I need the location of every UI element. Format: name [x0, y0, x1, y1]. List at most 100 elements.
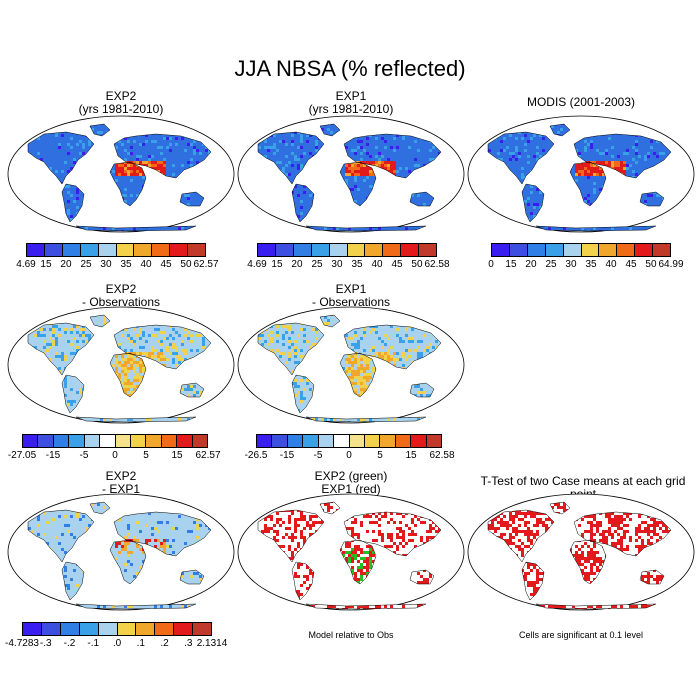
coastline [61, 183, 85, 223]
coastline [343, 133, 442, 179]
coastline [569, 161, 607, 207]
coastline [109, 161, 147, 207]
colorbar-swatch [492, 244, 510, 256]
colorbar-tick-label: 20 [525, 259, 537, 270]
colorbar-tick-label: 35 [351, 259, 363, 270]
colorbar-swatch [653, 244, 671, 256]
colorbar-tick-label: 62.58 [429, 450, 455, 461]
colorbar-tick-label: -15 [45, 450, 61, 461]
colorbar-swatch [84, 435, 101, 447]
colorbar-tick-label: 20 [60, 259, 72, 270]
colorbar-swatch [318, 435, 335, 447]
colorbar-exp1-obs-labels: -26.5 -15 -5 0 5 15 62.58 [245, 450, 455, 462]
colorbar-swatch [426, 435, 442, 447]
colorbar-swatch [258, 244, 276, 256]
colorbar-exp2-labels: 4.69 15 20 25 30 35 40 45 50 62.57 [16, 259, 218, 271]
coastline [549, 501, 571, 515]
colorbar-swatch [272, 435, 288, 447]
colorbar-swatch [617, 244, 636, 256]
colorbar-swatch [27, 244, 45, 256]
coastline [343, 511, 442, 557]
colorbar-tick-label: 35 [585, 259, 597, 270]
colorbar-swatch [79, 623, 99, 635]
colorbar-tick-label: 50 [180, 259, 192, 270]
coastline [257, 322, 325, 376]
coastline [89, 314, 111, 328]
panel-title-green-red: EXP2 (green) EXP1 (red) [314, 469, 388, 496]
colorbar-tick-label: 40 [140, 259, 152, 270]
map-exp2-obs [7, 306, 235, 424]
colorbar-swatch [311, 244, 330, 256]
map-exp1-obs [237, 306, 465, 424]
colorbar-swatch [152, 244, 171, 256]
colorbar-swatch [38, 435, 54, 447]
coastline [305, 416, 427, 423]
colorbar-tick-label: 15 [271, 259, 283, 270]
colorbar-swatch [635, 244, 654, 256]
colorbar-swatch [23, 623, 42, 635]
coastline [305, 603, 427, 610]
coastline [179, 382, 205, 398]
note-model-relative: Model relative to Obs [308, 630, 394, 640]
colorbar-tick-label: 5 [143, 450, 149, 461]
colorbar-modis-labels: 0 15 20 25 30 35 40 45 50 64.99 [488, 259, 683, 271]
colorbar-swatch [80, 244, 99, 256]
coastline [521, 561, 545, 601]
colorbar-tick-label: -.2 [63, 638, 76, 649]
colorbar-swatch [383, 244, 402, 256]
coastline [113, 511, 212, 557]
colorbar-swatch [419, 244, 437, 256]
colorbar-tick-label: 30 [565, 259, 577, 270]
coastline [257, 131, 325, 185]
colorbar-swatch [115, 435, 131, 447]
coastline [521, 183, 545, 223]
map-exp1 [237, 115, 465, 233]
colorbar-swatch [192, 435, 208, 447]
colorbar-swatch [581, 244, 600, 256]
colorbar-tick-label: 45 [625, 259, 637, 270]
colorbar-tick-label: -15 [279, 450, 295, 461]
coastline [113, 324, 212, 370]
coastline [339, 539, 377, 585]
colorbar-tick-label: 15 [40, 259, 52, 270]
colorbar-tick-label: 62.57 [193, 259, 219, 270]
colorbar-tick-label: 15 [505, 259, 517, 270]
colorbar-swatch [293, 244, 312, 256]
colorbar-swatch [155, 623, 175, 635]
colorbar-tick-label: 40 [605, 259, 617, 270]
coastline [339, 352, 377, 398]
panel-title-exp2-obs: EXP2- Observations [81, 282, 161, 309]
colorbar-swatch [41, 623, 61, 635]
coastline [569, 539, 607, 585]
colorbar-tick-label: 64.99 [658, 259, 684, 270]
colorbar-tick-label: 2.1314 [196, 638, 228, 649]
colorbar-swatch [349, 435, 365, 447]
coastline [535, 225, 657, 232]
colorbar-swatch [401, 244, 420, 256]
colorbar-tick-label: 50 [411, 259, 423, 270]
coastline [343, 324, 442, 370]
panel-title-modis: MODIS (2001-2003) [526, 95, 636, 109]
colorbar-swatch [177, 435, 193, 447]
colorbar-swatch [98, 244, 117, 256]
colorbar-tick-label: 62.57 [195, 450, 221, 461]
figure-title: JJA NBSA (% reflected) [234, 56, 466, 81]
colorbar-swatch [134, 244, 153, 256]
coastline [179, 191, 205, 207]
colorbar-tick-label: 30 [100, 259, 112, 270]
colorbar-swatch [116, 244, 135, 256]
coastline [27, 322, 95, 376]
colorbar-swatch [170, 244, 189, 256]
coastline [109, 352, 147, 398]
colorbar-swatch [380, 435, 396, 447]
coastline [89, 501, 111, 515]
coastline [75, 416, 197, 423]
coastline [319, 314, 341, 328]
colorbar-exp2-exp1 [22, 622, 212, 636]
coastline [487, 509, 555, 563]
colorbar-tick-label: 25 [311, 259, 323, 270]
note-significance: Cells are significant at 0.1 level [518, 630, 644, 640]
coastline [573, 511, 672, 557]
colorbar-swatch [411, 435, 427, 447]
coastline [113, 133, 212, 179]
